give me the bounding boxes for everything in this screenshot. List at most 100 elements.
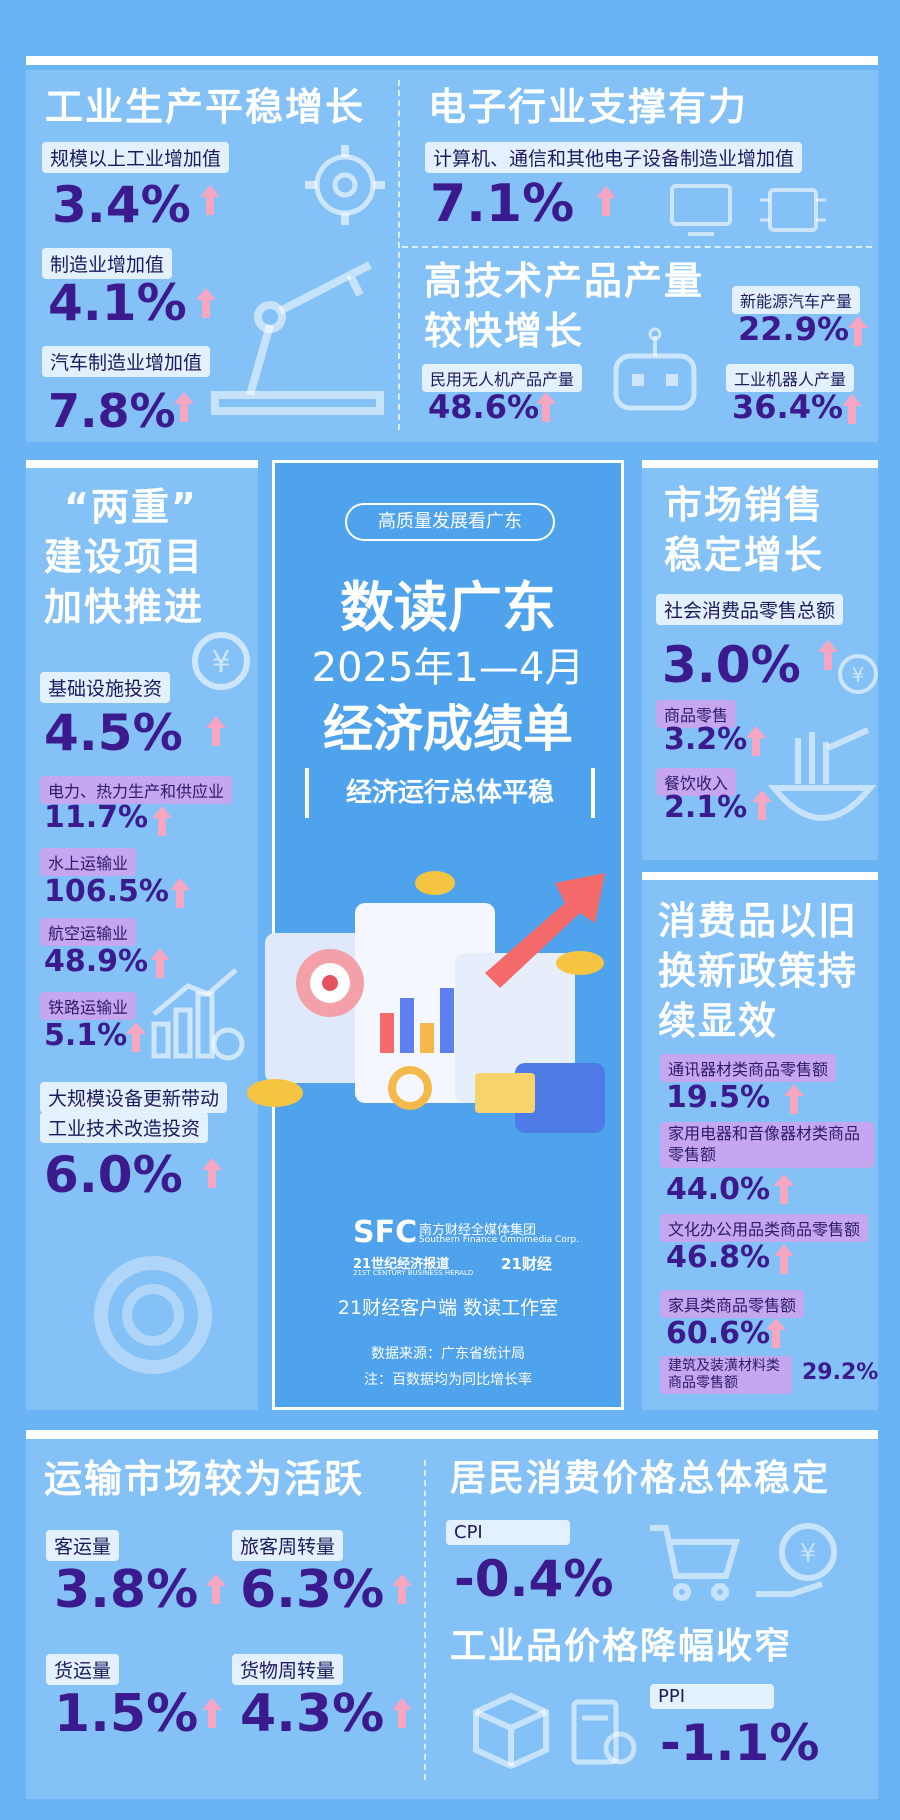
gear-icon [305,145,385,225]
industry-value-1: 3.4% [52,176,191,234]
market-value-1: 3.2% [664,722,748,757]
cpi-label: CPI [446,1520,570,1545]
svg-text:¥: ¥ [211,645,230,680]
industry-title: 工业生产平稳增长 [45,85,366,129]
logo-21: 21世纪经济报道 [353,1257,450,1272]
projects-value-3: 106.5% [44,874,169,909]
up-arrow-icon [152,806,172,836]
transport-value-4: 4.3% [240,1684,385,1744]
hightech-label-3: 工业机器人产量 [726,364,855,392]
up-arrow-icon [746,726,766,756]
projects-label-4: 航空运输业 [40,918,137,946]
up-arrow-icon [774,1174,794,1204]
transport-label-4: 货物周转量 [232,1654,344,1685]
transport-value-2: 6.3% [240,1560,385,1620]
hightech-title-1: 高技术产品产量 [424,259,705,303]
market-value-2: 2.1% [664,790,748,825]
industry-label-1: 规模以上工业增加值 [42,142,230,173]
hightech-label-2: 民用无人机产品产量 [422,364,583,392]
ppi-label: PPI [650,1684,774,1709]
up-arrow-icon [196,288,216,318]
hightech-value-3: 36.4% [732,388,844,426]
tradein-label-3: 文化办公用品类商品零售额 [660,1214,869,1242]
logo-sfc: SFC [353,1215,418,1250]
bottom-bar [26,1430,878,1439]
shopping-cart-icon [650,1525,741,1601]
up-arrow-icon [150,948,170,978]
electronics-label: 计算机、通信和其他电子设备制造业增加值 [425,142,803,173]
cpi-value: -0.4% [454,1550,614,1608]
projects-big-label-1: 大规模设备更新带动 [40,1082,228,1113]
center-studio: 21财经客户端 数读工作室 [337,1297,559,1319]
projects-value-5: 5.1% [44,1018,128,1053]
center-subtitle: 经济运行总体平稳 [305,768,595,818]
center-title-2: 2025年1—4月 [311,645,585,691]
up-arrow-icon [126,1022,146,1052]
tradein-value-1: 19.5% [666,1080,771,1115]
electronics-title: 电子行业支撑有力 [428,85,749,129]
cpi-title: 居民消费价格总体稳定 [450,1458,831,1499]
robot-arm-icon [211,261,384,415]
center-card: 高质量发展看广东 数读广东 2025年1—4月 经济成绩单 经济运行总体平稳 S… [247,460,624,1410]
projects-title-1: “两重” [64,485,198,529]
transport-title: 运输市场较为活跃 [44,1457,365,1501]
center-title-1: 数读广东 [340,576,556,639]
box-icon [473,1692,549,1770]
projects-label-5: 铁路运输业 [40,992,137,1020]
top-bar [26,56,878,65]
up-arrow-icon [784,1084,804,1114]
market-title-1: 市场销售 [664,483,825,527]
wrench-gear-icon [94,1256,212,1374]
tradein-label-5: 建筑及装潢材料类商品零售额 [660,1356,792,1394]
tradein-value-4: 60.6% [666,1316,771,1351]
projects-big-value: 6.0% [44,1146,183,1204]
up-arrow-icon [202,1158,222,1188]
tradein-title-2: 换新政策持 [658,949,859,993]
up-arrow-icon [392,1698,412,1728]
transport-label-3: 货运量 [46,1654,120,1685]
panel-top-line [642,872,878,880]
projects-title-3: 加快推进 [44,585,205,629]
divider [398,80,400,430]
up-arrow-icon [200,185,220,215]
tradein-label-2: 家用电器和音像器材类商品零售额 [660,1122,874,1168]
tradein-title-1: 消费品以旧 [658,899,859,943]
ppi-value: -1.1% [660,1714,820,1772]
projects-big-label-2: 工业技术改造投资 [40,1112,209,1143]
growth-chart-icon [151,968,245,1061]
transport-label-1: 客运量 [46,1530,120,1561]
up-arrow-icon [818,640,838,670]
transport-value-1: 3.8% [54,1560,199,1620]
robot-icon [613,327,697,411]
market-main-value: 3.0% [662,636,801,694]
projects-value-4: 48.9% [44,944,149,979]
industry-label-2: 制造业增加值 [42,248,173,279]
industry-label-3: 汽车制造业增加值 [42,346,211,377]
logo-group-en: Southern Finance Omnimedia Corp. [419,1235,580,1245]
tradein-value-3: 46.8% [666,1240,771,1275]
panel-bottom [26,1439,878,1799]
logo-21-en: 21ST CENTURY BUSINESS HERALD [353,1269,474,1277]
currency-exchange-icon: ¥ [192,632,250,690]
noodle-bowl-icon [768,727,876,821]
center-tag: 高质量发展看广东 [345,503,555,541]
market-title-2: 稳定增长 [664,533,825,577]
panel-top-line [26,460,258,468]
projects-title-2: 建设项目 [44,535,205,579]
projects-label-2: 电力、热力生产和供应业 [40,776,233,804]
logo-group: 南方财经全媒体集团 [419,1223,537,1238]
up-arrow-icon [848,316,868,346]
yuan-coin-icon: ¥ [838,654,878,694]
svg-text:¥: ¥ [800,1539,817,1569]
hightech-label-1: 新能源汽车产量 [732,286,861,314]
up-arrow-icon [206,716,226,746]
divider [402,246,872,248]
up-arrow-icon [206,1574,226,1604]
hightech-title-2: 较快增长 [424,309,585,353]
logo-21cj: 21财经 [501,1255,552,1273]
center-source: 数据来源：广东省统计局 [371,1346,525,1362]
up-arrow-icon [392,1574,412,1604]
hightech-value-2: 48.6% [428,388,540,426]
up-arrow-icon [752,790,772,820]
tradein-label-1: 通讯器材类商品零售额 [660,1054,837,1082]
